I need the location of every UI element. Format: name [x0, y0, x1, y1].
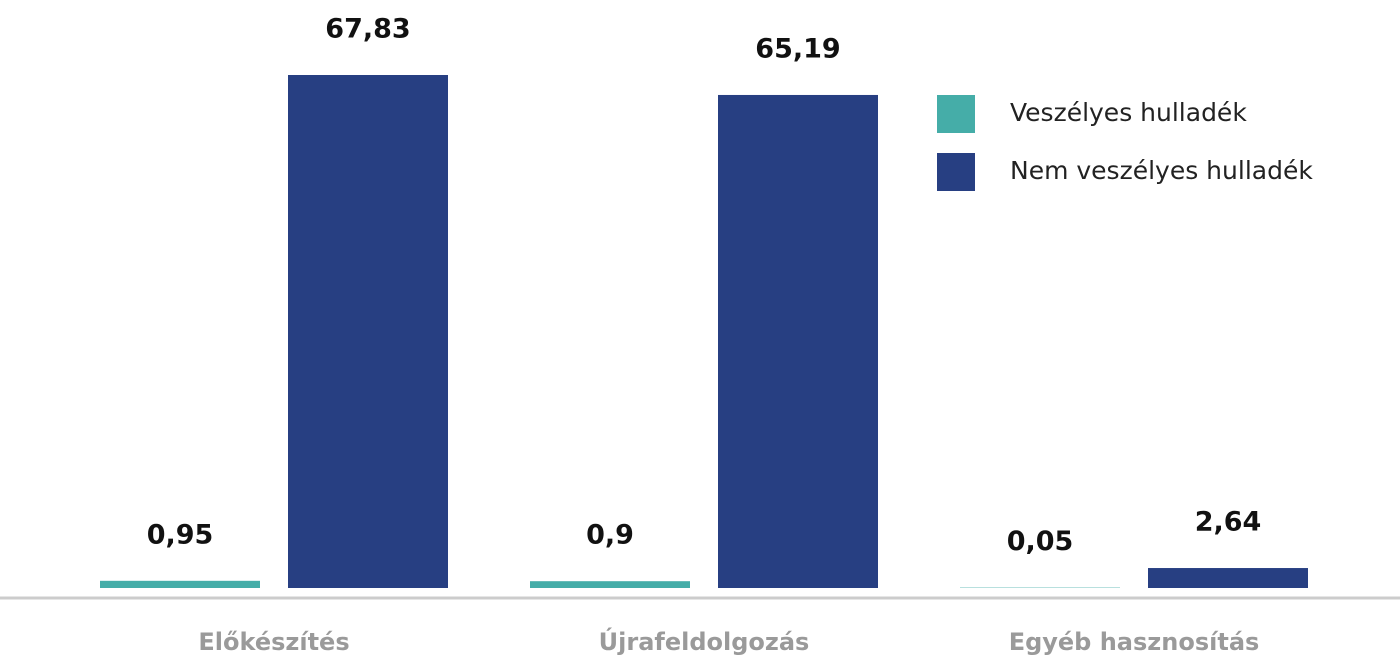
legend-swatch	[937, 153, 975, 191]
value-label: 67,83	[325, 14, 410, 45]
value-label: 0,9	[586, 520, 634, 551]
bar	[1148, 568, 1308, 588]
bar	[100, 580, 260, 588]
legend-swatch	[937, 95, 975, 133]
category-label: Egyéb hasznosítás	[1009, 628, 1260, 656]
bar	[530, 581, 690, 588]
value-label: 65,19	[755, 33, 840, 64]
category-label: Újrafeldolgozás	[599, 626, 810, 656]
bar	[288, 75, 448, 588]
legend-label: Veszélyes hulladék	[1010, 98, 1247, 127]
value-label: 2,64	[1195, 507, 1262, 538]
value-label: 0,95	[147, 519, 214, 550]
value-label: 0,05	[1007, 526, 1074, 557]
category-label: Előkészítés	[198, 628, 349, 656]
bar	[718, 94, 878, 589]
legend-label: Nem veszélyes hulladék	[1010, 156, 1313, 185]
